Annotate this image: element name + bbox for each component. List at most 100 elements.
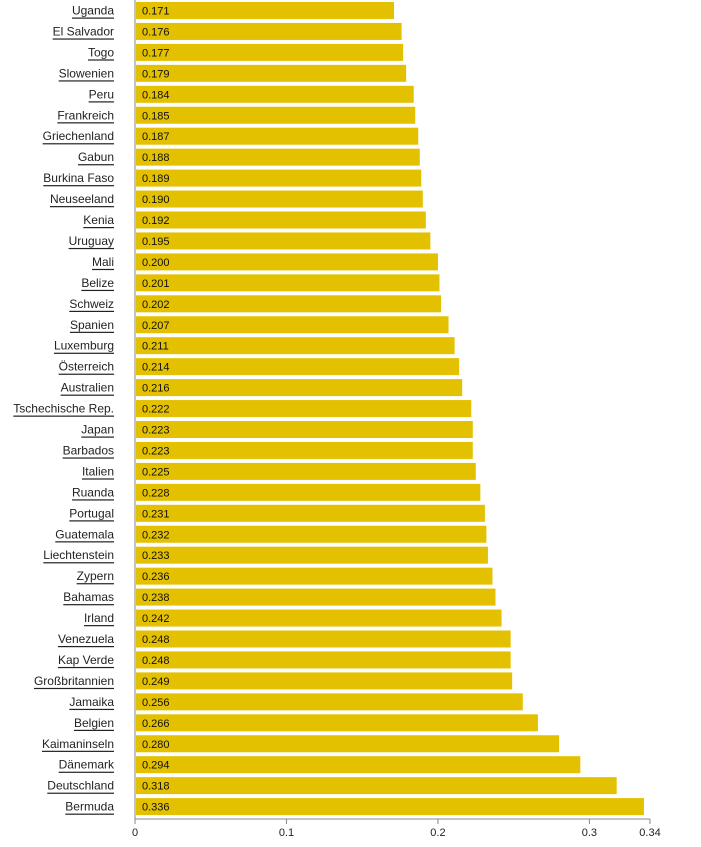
bar <box>136 211 426 229</box>
bar-value-label: 0.207 <box>142 320 170 332</box>
bar <box>136 106 416 124</box>
category-label[interactable]: Schweiz <box>69 297 114 311</box>
category-label[interactable]: Frankreich <box>57 108 114 122</box>
category-label[interactable]: Griechenland <box>43 129 114 143</box>
bar <box>136 253 438 271</box>
category-label[interactable]: Großbritannien <box>34 674 114 688</box>
bar <box>136 64 407 82</box>
category-label[interactable]: Italien <box>82 464 114 478</box>
bar-value-label: 0.222 <box>142 404 170 416</box>
bar <box>136 421 473 438</box>
x-tick-label: 0.1 <box>279 827 294 839</box>
bar-value-label: 0.223 <box>142 445 170 457</box>
bar-value-label: 0.192 <box>142 215 170 227</box>
bar <box>136 379 463 397</box>
bar-value-label: 0.176 <box>142 26 170 38</box>
bar-value-label: 0.188 <box>142 152 170 164</box>
category-label[interactable]: Australien <box>61 381 114 395</box>
bar <box>136 735 560 753</box>
category-label[interactable]: Belgien <box>74 716 114 730</box>
category-label[interactable]: Belize <box>81 276 114 290</box>
bar-value-label: 0.236 <box>142 571 170 583</box>
bar <box>136 588 496 606</box>
bar <box>136 567 493 585</box>
category-label[interactable]: Kap Verde <box>58 653 114 667</box>
category-label[interactable]: Bahamas <box>63 590 114 604</box>
x-tick-label: 0.34 <box>639 827 660 839</box>
category-label[interactable]: Venezuela <box>58 632 114 646</box>
bar <box>136 441 473 459</box>
category-label[interactable]: Guatemala <box>55 527 114 541</box>
bar-value-label: 0.233 <box>142 550 170 562</box>
category-label[interactable]: Luxemburg <box>54 339 114 353</box>
bar <box>136 798 644 816</box>
bar-value-label: 0.231 <box>142 508 170 520</box>
bar-value-label: 0.201 <box>142 278 170 290</box>
bar-value-label: 0.242 <box>142 613 170 625</box>
category-label[interactable]: Mali <box>92 255 114 269</box>
category-label[interactable]: Österreich <box>59 360 114 374</box>
bar <box>136 85 414 103</box>
bar-value-label: 0.195 <box>142 236 170 248</box>
bar <box>136 337 455 355</box>
category-label[interactable]: Bermuda <box>65 800 114 814</box>
bar <box>136 525 487 543</box>
category-label[interactable]: Uruguay <box>69 234 114 248</box>
bar-value-label: 0.187 <box>142 131 170 143</box>
bar-value-label: 0.228 <box>142 487 170 499</box>
category-label[interactable]: Kenia <box>83 213 114 227</box>
bar <box>136 232 431 250</box>
bar-value-label: 0.216 <box>142 383 170 395</box>
bar-value-label: 0.294 <box>142 760 170 772</box>
bar-value-label: 0.249 <box>142 676 170 688</box>
bar-value-label: 0.336 <box>142 802 170 814</box>
bar-value-label: 0.200 <box>142 257 170 269</box>
category-label[interactable]: Liechtenstein <box>43 548 114 562</box>
category-label[interactable]: Neuseeland <box>50 192 114 206</box>
bar-value-label: 0.266 <box>142 718 170 730</box>
bar-value-label: 0.223 <box>142 425 170 437</box>
bar <box>136 295 441 313</box>
bar <box>136 483 481 501</box>
category-label[interactable]: Dänemark <box>59 758 115 772</box>
category-label[interactable]: Zypern <box>77 569 114 583</box>
bar-value-label: 0.177 <box>142 47 170 59</box>
bar-value-label: 0.214 <box>142 362 170 374</box>
category-label[interactable]: Kaimaninseln <box>42 737 114 751</box>
bar-value-label: 0.171 <box>142 6 170 18</box>
category-label[interactable]: Uganda <box>72 4 114 18</box>
category-label[interactable]: Irland <box>84 611 114 625</box>
category-label[interactable]: Spanien <box>70 318 114 332</box>
bar-value-label: 0.189 <box>142 173 170 185</box>
bar <box>136 609 502 627</box>
bar <box>136 358 460 376</box>
category-label[interactable]: Jamaika <box>69 695 114 709</box>
x-tick-label: 0.2 <box>430 827 445 839</box>
bar <box>136 43 404 61</box>
category-label[interactable]: Ruanda <box>72 485 114 499</box>
category-label[interactable]: Gabun <box>78 150 114 164</box>
category-label[interactable]: Deutschland <box>47 779 114 793</box>
bar-value-label: 0.248 <box>142 655 170 667</box>
category-label[interactable]: Portugal <box>69 506 114 520</box>
bar-value-label: 0.280 <box>142 739 170 751</box>
category-label[interactable]: Slowenien <box>59 66 114 80</box>
category-label[interactable]: Japan <box>81 423 114 437</box>
category-label[interactable]: Barbados <box>63 443 114 457</box>
bar <box>136 2 395 19</box>
bar <box>136 169 422 187</box>
bar-value-label: 0.238 <box>142 592 170 604</box>
bar <box>136 190 423 208</box>
bar-value-label: 0.211 <box>142 341 169 353</box>
bar-value-label: 0.248 <box>142 634 170 646</box>
category-label[interactable]: Peru <box>89 87 114 101</box>
x-tick-label: 0 <box>132 827 138 839</box>
bar <box>136 316 449 334</box>
bar-value-label: 0.184 <box>142 89 170 101</box>
category-label[interactable]: El Salvador <box>53 24 114 38</box>
category-label[interactable]: Tschechische Rep. <box>13 402 114 416</box>
category-label[interactable]: Burkina Faso <box>43 171 114 185</box>
bar-value-label: 0.232 <box>142 529 170 541</box>
bar <box>136 546 488 564</box>
category-label[interactable]: Togo <box>88 45 114 59</box>
